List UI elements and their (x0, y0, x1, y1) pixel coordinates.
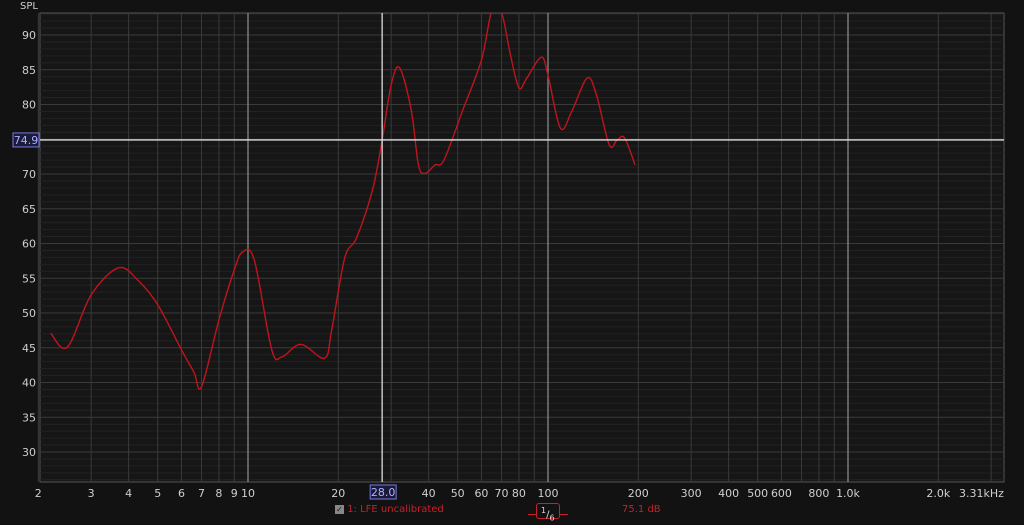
cursor[interactable]: 74.9 28.0 (12, 13, 1004, 500)
x-tick-label: 800 (808, 487, 829, 500)
y-tick-label: 45 (22, 342, 36, 355)
x-tick-label: 50 (451, 487, 465, 500)
y-tick-label: 50 (22, 307, 36, 320)
x-tick-label: 10 (241, 487, 255, 500)
y-tick-label: 30 (22, 446, 36, 459)
cursor-y-box (12, 132, 40, 148)
smoothing-control[interactable]: 1/6 (528, 503, 568, 523)
x-tick-label: 200 (628, 487, 649, 500)
x-tick-label: 5 (154, 487, 161, 500)
x-tick-label: 100 (538, 487, 559, 500)
y-tick-label: 60 (22, 238, 36, 251)
series-line-lfe (50, 13, 636, 390)
x-tick-label: 8 (215, 487, 222, 500)
x-tick-label: 400 (718, 487, 739, 500)
x-tick-label: 60 (474, 487, 488, 500)
x-tick-label: 500 (747, 487, 768, 500)
x-tick-label: 300 (681, 487, 702, 500)
x-tick-label: 2.0k (926, 487, 950, 500)
cursor-value: 75.1 dB (622, 504, 661, 515)
x-tick-label: 40 (422, 487, 436, 500)
x-tick-label: 1.0k (836, 487, 860, 500)
y-tick-label: 80 (22, 99, 36, 112)
x-tick-label: 70 (495, 487, 509, 500)
x-tick-label: 3.31kHz (959, 487, 1004, 500)
checkbox[interactable]: ✓ (335, 504, 344, 514)
x-tick-label: 4 (125, 487, 132, 500)
x-tick-label: 7 (198, 487, 205, 500)
y-tick-label: 85 (22, 64, 36, 77)
y-tick-label: 90 (22, 29, 36, 42)
legend-label: 1: LFE uncalibrated (347, 504, 444, 515)
y-tick-label: 35 (22, 411, 36, 424)
x-tick-label: 3 (88, 487, 95, 500)
x-tick-label: 9 (231, 487, 238, 500)
y-tick-label: 65 (22, 203, 36, 216)
smoothing-den: 6 (549, 513, 555, 523)
x-tick-label: 600 (771, 487, 792, 500)
x-tick-label: 6 (178, 487, 185, 500)
y-tick-label: 70 (22, 168, 36, 181)
y-tick-label: 55 (22, 272, 36, 285)
y-axis-label: SPL (20, 1, 38, 12)
cursor-y-label: 74.9 (14, 134, 39, 147)
x-tick-label: 80 (512, 487, 526, 500)
x-tick-label: 2 (35, 487, 42, 500)
x-tick-label: 20 (331, 487, 345, 500)
grid (37, 12, 1005, 483)
cursor-x-label: 28.0 (371, 486, 396, 499)
legend-item-lfe[interactable]: ✓ 1: LFE uncalibrated (335, 504, 444, 515)
y-tick-label: 40 (22, 377, 36, 390)
smoothing-num: 1 (541, 506, 547, 515)
cursor-x-box (369, 484, 397, 500)
